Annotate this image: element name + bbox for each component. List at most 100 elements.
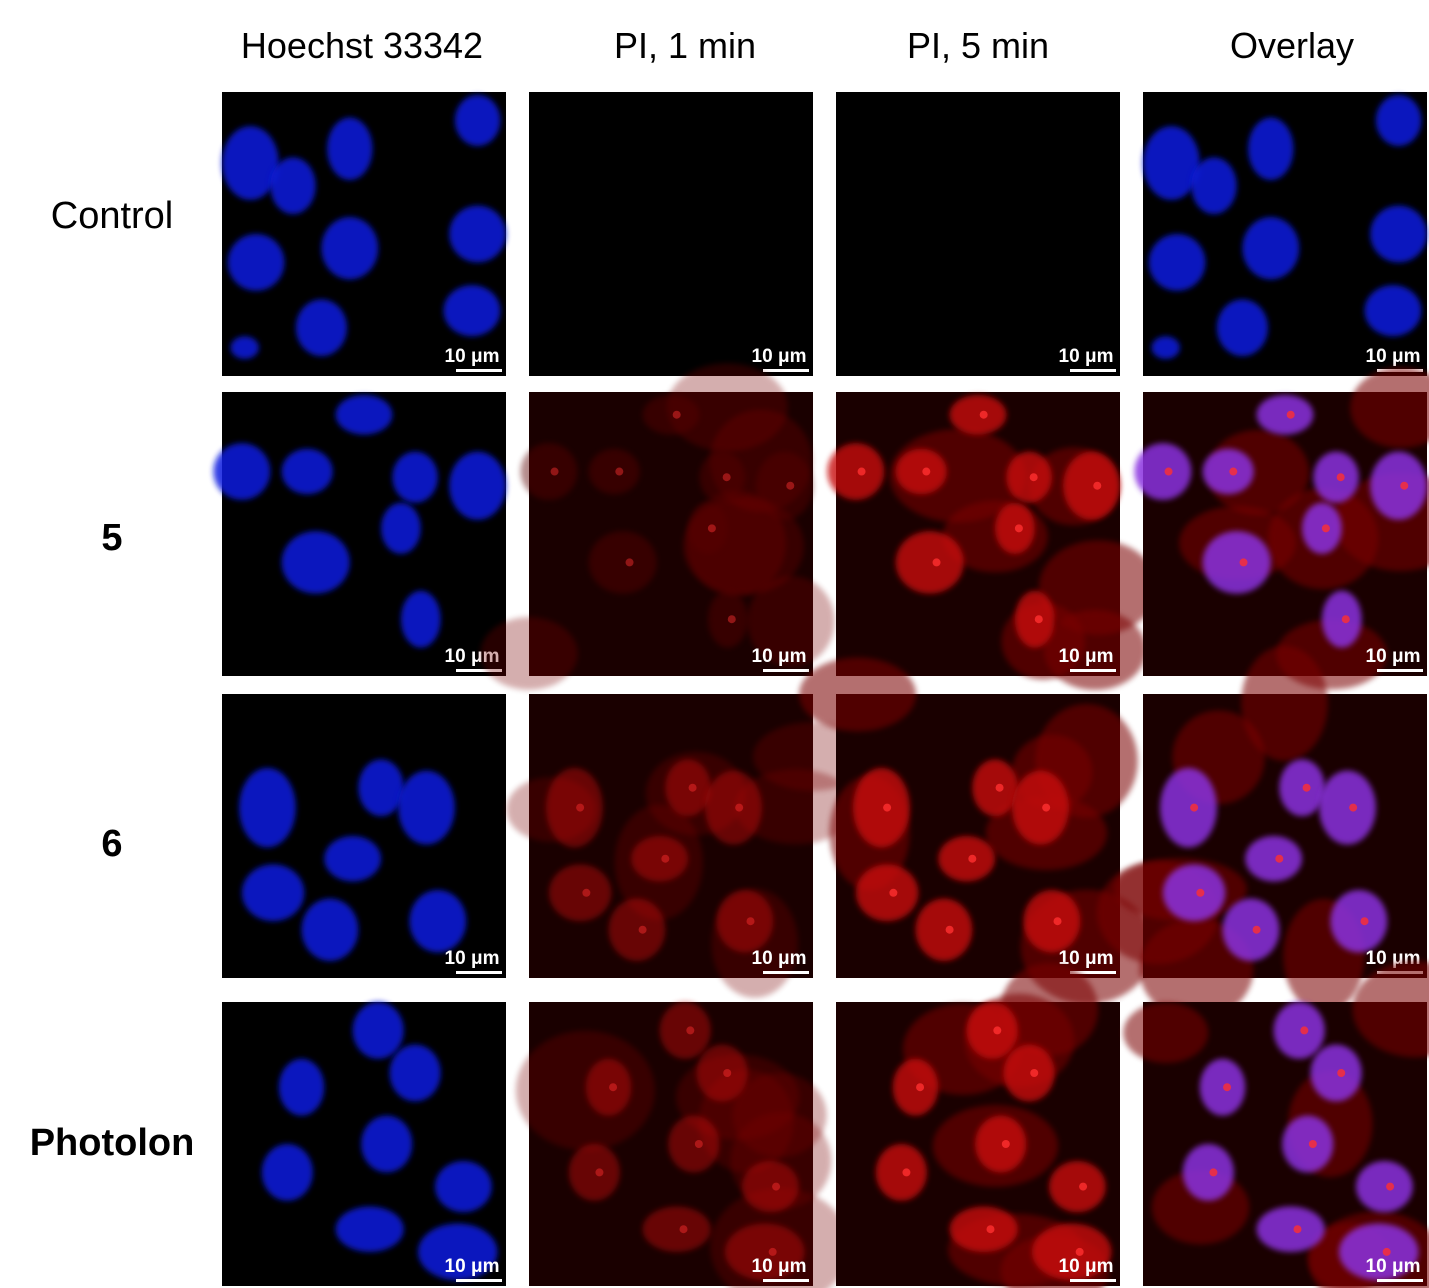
scale-bar-label: 10 μm [1366,646,1421,667]
nucleolus [945,925,954,934]
nucleus [1222,898,1280,961]
nucleolus [1209,1168,1218,1177]
nucleus [756,451,813,520]
nucleolus [582,888,591,897]
nucleus [389,1044,441,1102]
scale-bar-label: 10 μm [1059,646,1114,667]
cytoplasm [515,1030,655,1151]
nucleus [520,443,578,500]
nucleus [1031,1223,1112,1281]
nucleus [261,1144,313,1201]
scale-bar-label: 10 μm [752,1256,807,1277]
nucleus [1012,770,1069,845]
scale-bar [763,669,809,672]
nucleus [1282,1115,1334,1173]
scale-bar-label: 10 μm [1059,346,1114,367]
nucleus [1143,126,1200,200]
cytoplasm [1352,961,1429,1058]
scale-bar [456,1279,502,1282]
scale-bar-label: 10 μm [445,1256,500,1277]
nucleolus [1341,615,1350,624]
nucleus [608,898,666,961]
nucleus [742,1161,799,1213]
nucleus [588,448,640,495]
nucleus [227,234,285,291]
nucleolus [1029,473,1038,482]
nucleus [1248,117,1294,181]
cytoplasm [747,575,835,667]
nucleus [546,767,603,848]
scale-bar-label: 10 μm [752,948,807,969]
nucleolus [1337,1069,1346,1077]
nucleolus [1030,1069,1039,1077]
nucleus [1162,864,1226,922]
nucleus [1003,1044,1055,1102]
nucleus [1370,451,1427,520]
nucleus [281,448,333,495]
nucleolus [1093,481,1102,490]
nucleolus [1042,803,1051,812]
nucleolus [1300,1026,1309,1035]
nucleus [392,451,438,503]
nucleus [642,1206,711,1252]
nucleolus [727,615,736,624]
micrograph: 10 μm [506,694,871,998]
row-label: 6 [101,823,122,865]
nucleus [1006,451,1052,503]
nucleus [1356,1161,1413,1213]
nucleus [435,1161,492,1213]
cytoplasm [1000,963,1099,1056]
scale-bar [1070,1279,1116,1282]
scale-bar [456,369,502,372]
nucleus [1160,767,1217,848]
nucleolus [979,410,988,419]
nucleus [1242,216,1300,280]
scale-bar [1070,669,1116,672]
nucleus [892,1058,939,1116]
nucleus [1310,1044,1362,1102]
nucleolus [1190,803,1199,812]
nucleus [875,1144,927,1201]
nucleus [1151,336,1180,359]
nucleus [270,157,316,215]
column-header: Overlay [1230,25,1354,66]
nucleus [696,1044,748,1102]
nucleolus [1360,917,1369,926]
nucleus [278,1058,325,1116]
nucleolus [1336,473,1345,482]
nucleolus [1293,1225,1302,1234]
nucleolus [1223,1083,1232,1092]
nucleolus [786,481,795,490]
nucleolus [1164,467,1173,476]
micrograph: 10 μm [222,1002,506,1286]
nucleus [1338,1223,1419,1281]
nucleus [409,889,467,953]
nucleus [321,216,379,280]
nucleus [642,394,700,435]
image-background [222,392,506,676]
nucleolus [1252,925,1261,934]
scale-bar [763,1279,809,1282]
micrograph: 10 μm [1143,92,1427,376]
scale-bar [1070,369,1116,372]
nucleolus [889,888,898,897]
nucleus [853,767,910,848]
scale-bar-label: 10 μm [445,948,500,969]
nucleolus [595,1168,604,1177]
nucleus [1182,1144,1234,1201]
nucleus [915,898,973,961]
nucleus [1023,889,1081,953]
nucleus [668,1115,720,1173]
nucleus [361,1115,413,1173]
nucleolus [707,524,716,533]
micrograph: 10 μm [827,392,1158,691]
micrograph: 10 μm [213,392,506,676]
scale-bar-label: 10 μm [1366,346,1421,367]
row-label: Photolon [30,1122,195,1164]
image-background [836,92,1120,376]
nucleus [295,299,347,357]
scale-bar-label: 10 μm [445,346,500,367]
micrograph: 10 μm [836,92,1120,376]
nucleus [827,443,885,500]
